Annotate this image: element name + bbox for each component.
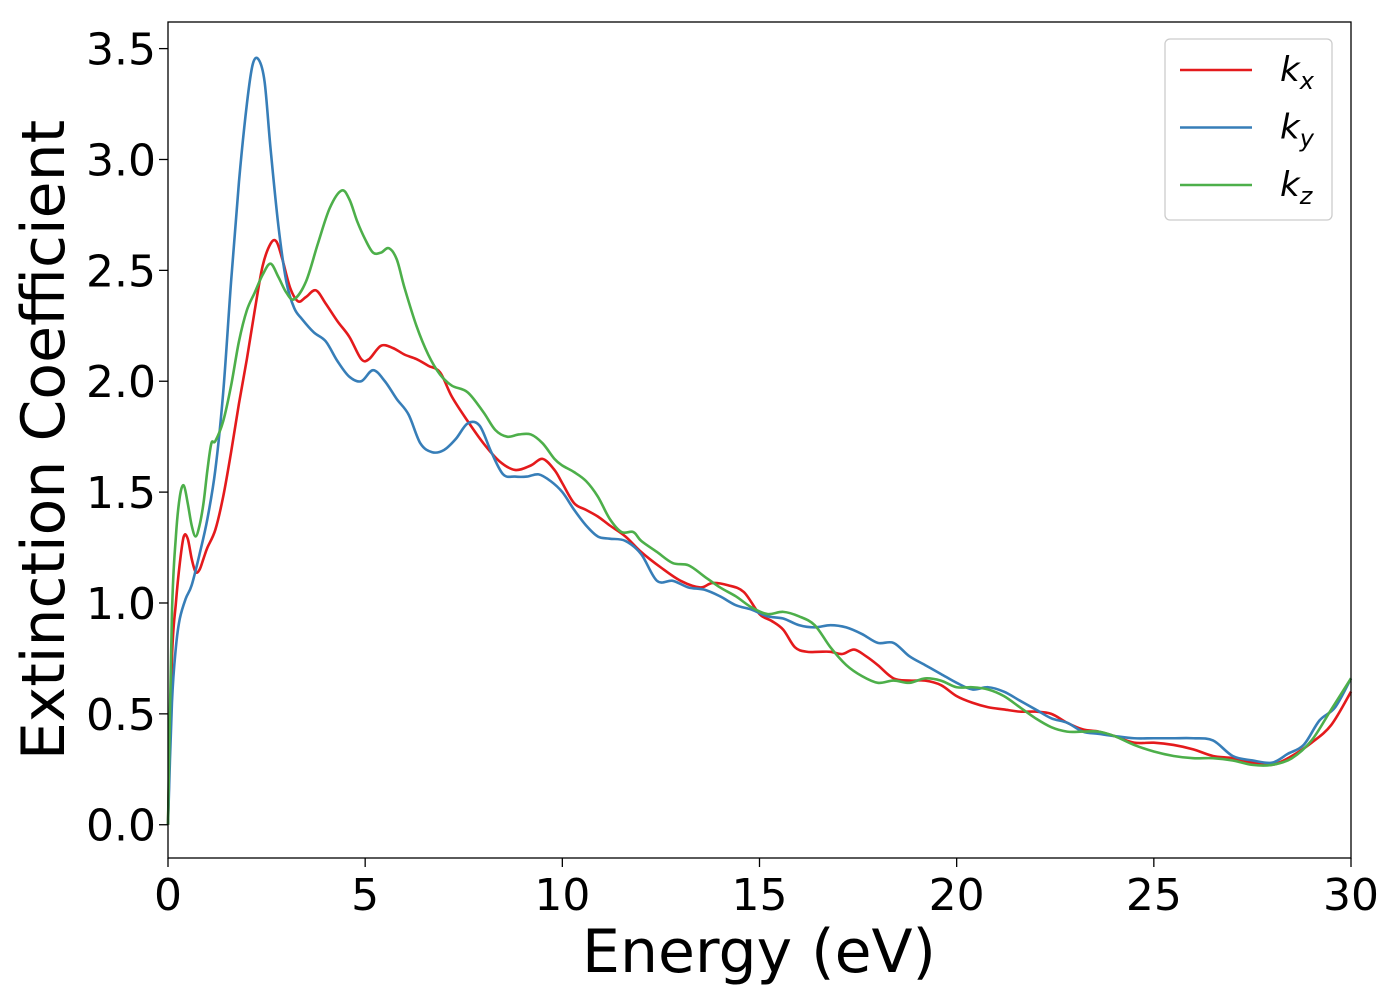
x-tick-label: 0 [154, 870, 182, 921]
x-tick-label: 20 [929, 870, 985, 921]
legend: kx ky kz [1164, 38, 1333, 221]
x-tick-label: 30 [1323, 870, 1379, 921]
series-line-ky [166, 56, 1353, 825]
legend-label-ky: ky [1280, 108, 1315, 153]
y-tick-label: 2.5 [86, 246, 156, 297]
y-tick-label: 0.0 [86, 801, 156, 852]
legend-frame [1164, 38, 1333, 221]
series-layer [166, 56, 1353, 825]
y-tick-label: 1.0 [86, 579, 156, 630]
y-tick-label: 2.0 [86, 357, 156, 408]
y-axis-title: Extinction Coefficient [9, 120, 79, 760]
x-axis-title: Energy (eV) [582, 917, 936, 987]
legend-label-kz: kz [1280, 165, 1314, 210]
x-tick-label: 5 [351, 870, 379, 921]
series-line-kx [166, 238, 1353, 825]
y-tick-label: 3.0 [86, 135, 156, 186]
y-tick-label: 0.5 [86, 690, 156, 741]
x-tick-label: 15 [732, 870, 788, 921]
y-axis: 0.0 0.5 1.0 1.5 2.0 2.5 3.0 3.5 [86, 25, 168, 852]
legend-label-kx: kx [1280, 50, 1315, 95]
x-axis: 0 5 10 15 20 25 30 [154, 858, 1379, 921]
plot-background [168, 22, 1351, 858]
y-tick-label: 1.5 [86, 468, 156, 519]
y-tick-label: 3.5 [86, 25, 156, 76]
legend-items: kx ky kz [1180, 50, 1315, 210]
x-tick-label: 25 [1126, 870, 1182, 921]
x-tick-label: 10 [534, 870, 590, 921]
series-line-kz [166, 189, 1353, 825]
